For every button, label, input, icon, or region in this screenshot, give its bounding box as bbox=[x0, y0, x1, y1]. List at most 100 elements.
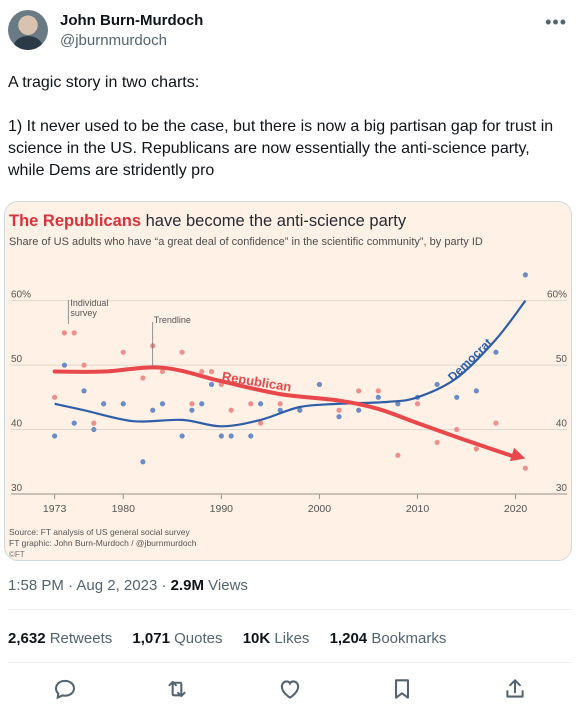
chart-points bbox=[52, 272, 528, 471]
republican-point-24 bbox=[395, 452, 401, 458]
democrat-point-1 bbox=[61, 362, 68, 368]
republican-point-21 bbox=[336, 407, 342, 413]
democrat-point-21 bbox=[336, 414, 342, 420]
democrat-point-10 bbox=[179, 433, 185, 439]
chart-image[interactable]: The Republicans have become the anti-sci… bbox=[4, 201, 572, 561]
chart-credit: FT graphic: John Burn-Murdoch / @jburnmu… bbox=[9, 538, 197, 548]
y-tick-left-60: 60% bbox=[11, 290, 31, 301]
chart-title-rest: have become the anti-science party bbox=[141, 212, 407, 230]
share-icon[interactable] bbox=[502, 676, 528, 702]
annotation-trendline: Trendline bbox=[154, 315, 191, 325]
republican-trendline bbox=[52, 365, 520, 460]
chart-svg: The Republicans have become the anti-sci… bbox=[9, 212, 567, 559]
views-label: Views bbox=[208, 577, 248, 594]
views-count: 2.9M bbox=[170, 577, 204, 594]
y-tick-right-60: 60% bbox=[547, 290, 567, 301]
x-tick-2010: 2010 bbox=[406, 503, 430, 515]
chart-ft-mark: ©FT bbox=[9, 550, 25, 559]
republican-point-28 bbox=[473, 446, 479, 452]
republican-point-0 bbox=[52, 394, 58, 400]
republican-point-16 bbox=[248, 401, 254, 407]
republican-point-3 bbox=[81, 362, 87, 368]
y-tick-right-30: 30 bbox=[556, 483, 568, 494]
retweet-icon[interactable] bbox=[164, 676, 190, 702]
republican-point-18 bbox=[277, 401, 283, 407]
democrat-point-0 bbox=[52, 433, 58, 439]
like-icon[interactable] bbox=[277, 676, 303, 702]
democrat-point-19 bbox=[297, 407, 303, 413]
republican-point-27 bbox=[454, 426, 460, 433]
tweet-meta: 1:58 PM · Aug 2, 2023 · 2.9M Views bbox=[8, 577, 248, 594]
y-tick-left-50: 50 bbox=[11, 354, 23, 365]
x-tick-2020: 2020 bbox=[504, 503, 528, 515]
democrat-point-20 bbox=[316, 381, 323, 388]
reply-icon[interactable] bbox=[52, 676, 78, 702]
democrat-point-23 bbox=[375, 394, 381, 400]
republican-point-6 bbox=[120, 349, 126, 355]
republican-point-10 bbox=[179, 349, 185, 355]
x-tick-1990: 1990 bbox=[210, 503, 234, 515]
republican-point-23 bbox=[375, 388, 381, 394]
democrat-trendline bbox=[54, 300, 527, 428]
y-tick-right-40: 40 bbox=[556, 419, 568, 430]
stat-likes[interactable]: 10K Likes bbox=[242, 630, 310, 647]
chart-subtitle: Share of US adults who have “a great dea… bbox=[9, 236, 483, 248]
democrat-point-28 bbox=[473, 388, 479, 394]
republican-point-4 bbox=[91, 420, 97, 426]
tweet-time[interactable]: 1:58 PM bbox=[8, 577, 64, 594]
meta-separator-2: · bbox=[161, 577, 167, 594]
tweet-text: A tragic story in two charts: 1) It neve… bbox=[8, 72, 568, 204]
divider-bottom bbox=[8, 662, 573, 663]
avatar[interactable] bbox=[8, 10, 48, 50]
republican-point-11 bbox=[189, 401, 195, 407]
democrat-point-2 bbox=[71, 420, 77, 426]
democrat-point-26 bbox=[434, 381, 440, 388]
democrat-point-18 bbox=[277, 407, 283, 413]
democrat-point-22 bbox=[356, 407, 362, 413]
divider-top bbox=[8, 609, 573, 610]
democrat-point-8 bbox=[150, 407, 156, 413]
republican-point-15 bbox=[228, 407, 234, 413]
chart-title-highlight: The Republicans bbox=[9, 212, 141, 230]
engagement-stats: 2,632 Retweets 1,071 Quotes 10K Likes 1,… bbox=[8, 630, 462, 647]
stat-quotes[interactable]: 1,071 Quotes bbox=[132, 630, 223, 647]
bookmark-icon[interactable] bbox=[389, 676, 415, 702]
x-tick-1973: 1973 bbox=[43, 503, 67, 515]
tweet-line-2: 1) It never used to be the case, but the… bbox=[8, 118, 554, 179]
more-options-icon[interactable]: ••• bbox=[545, 12, 567, 32]
stat-retweets[interactable]: 2,632 Retweets bbox=[8, 630, 113, 647]
tweet-date[interactable]: Aug 2, 2023 bbox=[76, 577, 158, 594]
x-tick-1980: 1980 bbox=[112, 503, 136, 515]
tweet-header: John Burn-Murdoch @jburnmurdoch ••• bbox=[8, 10, 573, 54]
chart-grid: 30 30 40 40 50 50 60% 60% 1973 1980 1990 2000 2010 20… bbox=[11, 290, 567, 515]
democrat-point-13 bbox=[208, 381, 215, 388]
chart-trendlines: Republican Democrat bbox=[52, 300, 527, 462]
democrat-point-27 bbox=[454, 394, 460, 400]
democrat-point-30 bbox=[522, 272, 528, 278]
stat-bookmarks[interactable]: 1,204 Bookmarks bbox=[329, 630, 447, 647]
x-tick-2000: 2000 bbox=[308, 503, 332, 515]
tweet-line-1: A tragic story in two charts: bbox=[8, 74, 200, 91]
democrat-point-17 bbox=[257, 401, 264, 407]
republican-point-25 bbox=[414, 401, 421, 407]
republican-point-13 bbox=[208, 368, 215, 375]
author-name[interactable]: John Burn-Murdoch bbox=[60, 12, 204, 29]
democrat-point-6 bbox=[120, 401, 126, 407]
democrat-point-14 bbox=[218, 433, 224, 439]
y-tick-left-40: 40 bbox=[11, 419, 23, 430]
democrat-point-4 bbox=[91, 426, 97, 433]
y-tick-right-50: 50 bbox=[556, 354, 568, 365]
series-label-democrat: Democrat bbox=[445, 335, 495, 384]
author-handle[interactable]: @jburnmurdoch bbox=[60, 32, 167, 49]
republican-point-9 bbox=[159, 368, 166, 375]
republican-point-7 bbox=[140, 375, 146, 381]
republican-point-22 bbox=[356, 388, 362, 394]
action-bar bbox=[8, 672, 573, 706]
democrat-point-24 bbox=[395, 401, 401, 407]
republican-point-17 bbox=[257, 420, 264, 426]
chart-source: Source: FT analysis of US general social… bbox=[9, 527, 191, 537]
republican-point-12 bbox=[199, 368, 205, 375]
y-tick-left-30: 30 bbox=[11, 483, 23, 494]
republican-point-26 bbox=[434, 439, 440, 446]
